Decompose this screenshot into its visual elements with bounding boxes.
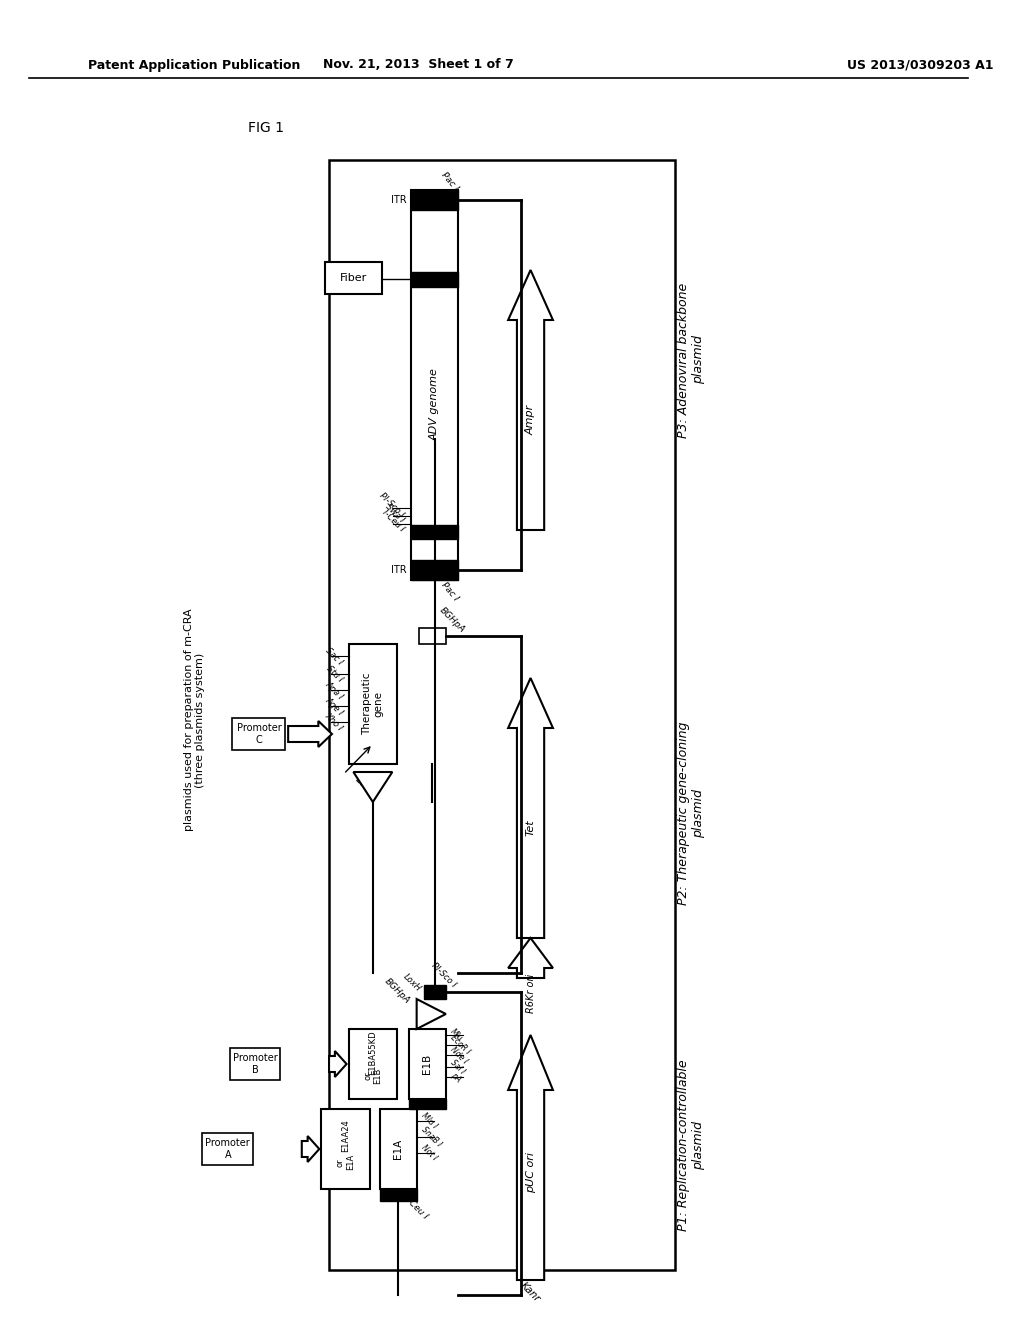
Text: E1A: E1A xyxy=(393,1139,403,1159)
FancyArrow shape xyxy=(508,271,553,531)
Text: SnaB I: SnaB I xyxy=(420,1125,443,1148)
Text: Therapeutic
gene: Therapeutic gene xyxy=(362,673,384,735)
Text: Sac I: Sac I xyxy=(324,645,345,667)
FancyBboxPatch shape xyxy=(411,272,458,286)
Text: Xho I: Xho I xyxy=(324,711,345,733)
Text: Mlu I: Mlu I xyxy=(420,1111,439,1131)
FancyBboxPatch shape xyxy=(409,1100,445,1109)
FancyBboxPatch shape xyxy=(231,718,286,750)
Text: EcoR I: EcoR I xyxy=(449,1034,472,1056)
Text: plasmids used for preparation of m-CRA
(three plasmids system): plasmids used for preparation of m-CRA (… xyxy=(184,609,206,832)
Text: Promoter
C: Promoter C xyxy=(237,723,282,744)
FancyArrow shape xyxy=(508,939,553,978)
Text: Pac I: Pac I xyxy=(439,581,460,603)
Text: Stu I: Stu I xyxy=(325,664,345,684)
FancyBboxPatch shape xyxy=(348,644,397,764)
Text: Sal I: Sal I xyxy=(449,1059,467,1076)
Text: Kanr: Kanr xyxy=(519,1280,543,1304)
FancyBboxPatch shape xyxy=(409,1030,445,1100)
FancyBboxPatch shape xyxy=(411,560,458,579)
Text: Age I: Age I xyxy=(324,696,345,717)
Text: LoxH: LoxH xyxy=(401,973,423,994)
FancyBboxPatch shape xyxy=(380,1189,417,1201)
Text: FIG 1: FIG 1 xyxy=(248,121,285,135)
Text: Swa I: Swa I xyxy=(384,502,406,524)
Text: pA: pA xyxy=(449,1071,462,1084)
Text: Tet: Tet xyxy=(525,820,536,837)
Text: E1AA24: E1AA24 xyxy=(341,1119,350,1152)
FancyBboxPatch shape xyxy=(203,1133,253,1166)
Text: Not I: Not I xyxy=(420,1143,438,1163)
Polygon shape xyxy=(417,999,445,1030)
Text: R6Kr ori: R6Kr ori xyxy=(525,973,536,1012)
Text: Mlu: Mlu xyxy=(449,1027,465,1043)
Text: pUC ori: pUC ori xyxy=(525,1152,536,1193)
Text: Promoter
A: Promoter A xyxy=(206,1138,250,1160)
Polygon shape xyxy=(353,772,392,803)
Text: P1: Replication-controllable
plasmid: P1: Replication-controllable plasmid xyxy=(677,1059,706,1230)
FancyArrow shape xyxy=(508,678,553,939)
FancyBboxPatch shape xyxy=(322,1109,370,1189)
FancyBboxPatch shape xyxy=(411,525,458,539)
Text: or
E1B: or E1B xyxy=(364,1068,383,1084)
FancyBboxPatch shape xyxy=(411,190,458,579)
Text: BGHpA: BGHpA xyxy=(438,606,467,635)
Text: PI-Sco I: PI-Sco I xyxy=(429,961,458,989)
Text: US 2013/0309203 A1: US 2013/0309203 A1 xyxy=(847,58,993,71)
Text: I-Ceu I: I-Ceu I xyxy=(381,508,406,533)
Text: Patent Application Publication: Patent Application Publication xyxy=(88,58,300,71)
FancyBboxPatch shape xyxy=(411,190,458,210)
Text: I-Ceu I: I-Ceu I xyxy=(403,1193,430,1221)
Text: ITR: ITR xyxy=(391,565,407,576)
FancyBboxPatch shape xyxy=(348,1030,397,1100)
FancyArrow shape xyxy=(288,721,332,747)
FancyBboxPatch shape xyxy=(326,261,382,294)
FancyBboxPatch shape xyxy=(229,1048,281,1080)
FancyBboxPatch shape xyxy=(424,985,445,999)
FancyBboxPatch shape xyxy=(380,1109,417,1189)
FancyBboxPatch shape xyxy=(419,628,445,644)
Text: P3: Adenoviral backbone
plasmid: P3: Adenoviral backbone plasmid xyxy=(677,282,706,438)
Text: E1B: E1B xyxy=(422,1053,432,1074)
Text: Nov. 21, 2013  Sheet 1 of 7: Nov. 21, 2013 Sheet 1 of 7 xyxy=(324,58,514,71)
Text: Nde I: Nde I xyxy=(449,1044,469,1065)
FancyArrow shape xyxy=(302,1137,319,1162)
Text: E1BA55KD: E1BA55KD xyxy=(369,1030,378,1074)
Text: BGHpA: BGHpA xyxy=(383,977,412,1006)
Text: Apa I: Apa I xyxy=(324,680,345,701)
Text: or
E1A: or E1A xyxy=(336,1154,355,1171)
Text: P2: Therapeutic gene-cloning
plasmid: P2: Therapeutic gene-cloning plasmid xyxy=(677,721,706,904)
Text: LoxP: LoxP xyxy=(353,775,377,797)
FancyArrow shape xyxy=(508,1035,553,1280)
Text: Fiber: Fiber xyxy=(340,273,367,282)
FancyArrow shape xyxy=(329,1051,346,1077)
Text: ITR: ITR xyxy=(391,195,407,205)
Text: ADV genome: ADV genome xyxy=(429,368,439,441)
FancyBboxPatch shape xyxy=(329,160,675,1270)
Text: PI-Sco I: PI-Sco I xyxy=(378,491,406,519)
Text: Pac I: Pac I xyxy=(439,170,460,193)
Text: Ampr: Ampr xyxy=(525,405,536,436)
Text: Promoter
B: Promoter B xyxy=(232,1053,278,1074)
